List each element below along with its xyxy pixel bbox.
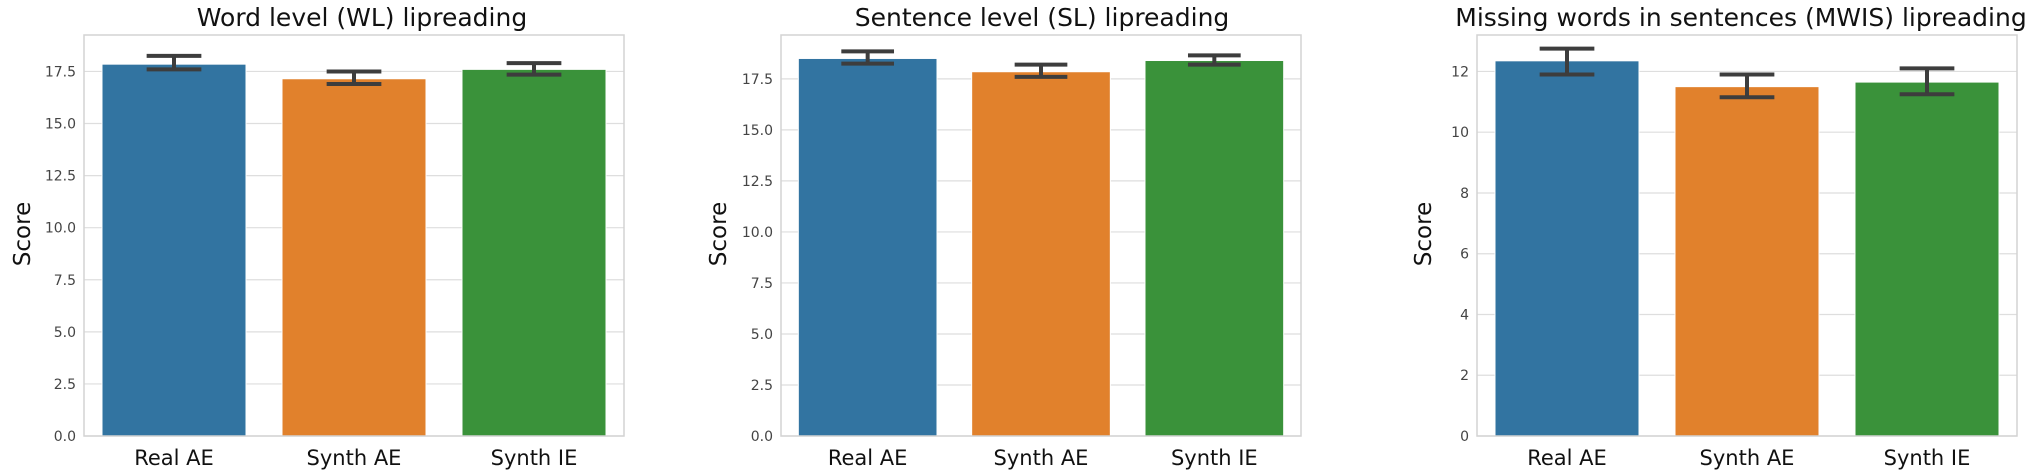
y-axis-label-3: Score bbox=[1411, 202, 1437, 266]
bar-3-synth-ie bbox=[1854, 81, 2000, 437]
chart-title-3: Missing words in sentences (MWIS) liprea… bbox=[1455, 3, 2025, 32]
y-tick-label-1-7: 17.5 bbox=[45, 64, 76, 80]
bars-1 bbox=[101, 63, 607, 437]
error-bar-2-2 bbox=[1187, 53, 1241, 67]
bars-3 bbox=[1494, 60, 2000, 437]
chart-title-1: Word level (WL) lipreading bbox=[197, 3, 527, 32]
y-ticks-3: 0 2 4 6 8 10 12 bbox=[1451, 64, 1469, 445]
plot-frame-2 bbox=[780, 34, 1302, 437]
error-bar-3-1 bbox=[1719, 72, 1775, 100]
y-tick-label-2-5: 12.5 bbox=[742, 174, 773, 190]
bar-1-synth-ie bbox=[461, 68, 607, 437]
error-bar-2-1 bbox=[1014, 62, 1068, 79]
error-bar-2-0 bbox=[841, 49, 895, 66]
y-tick-label-3-1: 2 bbox=[1460, 368, 1469, 384]
error-bar-1-2 bbox=[506, 61, 562, 77]
y-tick-label-2-4: 10.0 bbox=[742, 225, 773, 241]
chart-title-2: Sentence level (SL) lipreading bbox=[855, 3, 1230, 32]
y-tick-label-2-1: 2.5 bbox=[751, 378, 773, 394]
y-tick-label-3-3: 6 bbox=[1460, 247, 1469, 263]
bar-1-synth-ae bbox=[281, 78, 427, 437]
bar-3-real-ae bbox=[1494, 60, 1640, 437]
y-tick-label-3-5: 10 bbox=[1451, 125, 1469, 141]
bar-2-real-ae bbox=[797, 57, 938, 437]
x-tick-label-1-2: Synth IE bbox=[491, 446, 578, 470]
y-axis-label-2: Score bbox=[706, 202, 732, 266]
bars-2 bbox=[797, 57, 1285, 437]
error-bar-1-0 bbox=[146, 53, 202, 72]
bar-1-real-ae bbox=[101, 63, 247, 437]
error-bars-2 bbox=[841, 49, 1241, 79]
y-tick-label-1-3: 7.5 bbox=[54, 273, 76, 289]
plot-frame-3 bbox=[1476, 34, 2018, 437]
bar-2-synth-ie bbox=[1144, 60, 1285, 437]
x-tick-label-2-2: Synth IE bbox=[1171, 446, 1258, 470]
y-tick-label-3-2: 4 bbox=[1460, 307, 1469, 323]
x-tick-label-1-1: Synth AE bbox=[307, 446, 402, 470]
x-ticks-3: Real AE Synth AE Synth IE bbox=[1527, 446, 1970, 470]
x-ticks-1: Real AE Synth AE Synth IE bbox=[134, 446, 577, 470]
x-tick-label-1-0: Real AE bbox=[134, 446, 214, 470]
y-tick-label-3-0: 0 bbox=[1460, 429, 1469, 445]
error-bar-3-2 bbox=[1899, 66, 1955, 97]
error-bars-1 bbox=[146, 53, 562, 86]
error-bar-1-1 bbox=[326, 69, 382, 86]
y-ticks-2: 0.0 2.5 5.0 7.5 10.0 12.5 15.0 17.5 bbox=[742, 72, 773, 445]
bar-2-synth-ae bbox=[971, 71, 1111, 437]
chart-panel-1: Word level (WL) lipreading Score 0.0 2.5 5… bbox=[10, 3, 625, 470]
x-tick-label-3-2: Synth IE bbox=[1884, 446, 1971, 470]
y-tick-label-1-1: 2.5 bbox=[54, 377, 76, 393]
y-tick-label-2-7: 17.5 bbox=[742, 72, 773, 88]
y-tick-label-1-5: 12.5 bbox=[45, 169, 76, 185]
x-tick-label-3-1: Synth AE bbox=[1700, 446, 1795, 470]
y-tick-label-1-2: 5.0 bbox=[54, 325, 76, 341]
error-bar-3-0 bbox=[1539, 46, 1595, 77]
chart-panel-2: Sentence level (SL) lipreading Score 0.0… bbox=[706, 3, 1302, 470]
y-tick-label-2-3: 7.5 bbox=[751, 276, 773, 292]
x-tick-label-3-0: Real AE bbox=[1527, 446, 1607, 470]
y-tick-label-1-6: 15.0 bbox=[45, 117, 76, 133]
y-tick-label-1-4: 10.0 bbox=[45, 221, 76, 237]
y-tick-label-2-6: 15.0 bbox=[742, 123, 773, 139]
plot-frame-1 bbox=[83, 34, 625, 437]
y-tick-label-2-0: 0.0 bbox=[751, 429, 773, 445]
bar-3-synth-ae bbox=[1674, 86, 1820, 437]
x-tick-label-2-1: Synth AE bbox=[994, 446, 1089, 470]
y-tick-label-1-0: 0.0 bbox=[54, 429, 76, 445]
error-bars-3 bbox=[1539, 46, 1955, 100]
y-tick-label-3-6: 12 bbox=[1451, 64, 1469, 80]
y-ticks-1: 0.0 2.5 5.0 7.5 10.0 12.5 15.0 17.5 bbox=[45, 64, 76, 445]
x-ticks-2: Real AE Synth AE Synth IE bbox=[828, 446, 1258, 470]
x-tick-label-2-0: Real AE bbox=[828, 446, 908, 470]
y-axis-label-1: Score bbox=[10, 202, 36, 266]
chart-panel-3: Missing words in sentences (MWIS) liprea… bbox=[1411, 3, 2025, 470]
y-tick-label-2-2: 5.0 bbox=[751, 327, 773, 343]
y-tick-label-3-4: 8 bbox=[1460, 186, 1469, 202]
